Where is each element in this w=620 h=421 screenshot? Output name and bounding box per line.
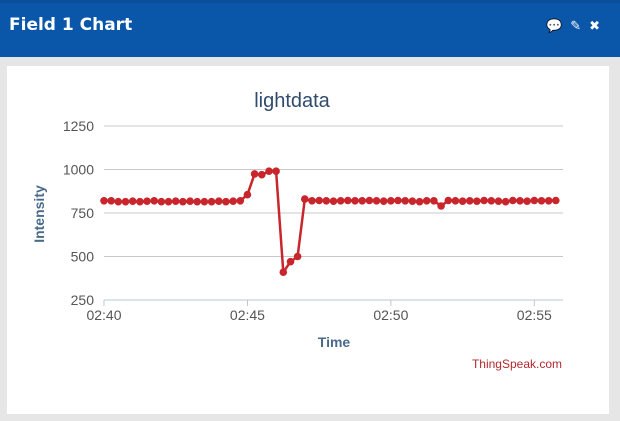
data-point [372, 197, 381, 205]
x-axis-title: Time [318, 334, 351, 350]
data-point [494, 197, 503, 205]
data-point [365, 196, 374, 205]
data-point [487, 197, 496, 205]
data-point [114, 197, 123, 206]
x-tick-labels: 02:40 02:45 02:50 02:55 [86, 307, 552, 323]
data-point [286, 257, 295, 266]
data-point [236, 197, 245, 205]
data-point [537, 197, 546, 205]
y-tick-label: 250 [71, 292, 95, 308]
data-point [451, 197, 460, 205]
header-actions: 💬 ✎ ✖ [546, 19, 600, 35]
data-point [193, 197, 201, 206]
data-point [250, 170, 259, 178]
chart-window-header: Field 1 Chart 💬 ✎ ✖ [0, 0, 620, 57]
data-point [523, 197, 531, 205]
x-tick-label: 02:40 [86, 307, 121, 323]
thingspeak-credit[interactable]: ThingSpeak.com [472, 357, 562, 371]
window-title: Field 1 Chart [9, 15, 133, 35]
chart-title: lightdata [254, 90, 330, 112]
data-point [415, 197, 424, 206]
data-point [150, 197, 158, 205]
data-point [473, 197, 481, 205]
data-point [164, 197, 173, 206]
data-point [329, 197, 338, 205]
data-point [358, 197, 367, 205]
y-tick-labels: 250 500 750 1000 1250 [63, 118, 94, 308]
chart-panel: 250 500 750 1000 1250 02:40 02:45 02:50 02:55 l… [7, 66, 609, 414]
data-point [128, 197, 137, 205]
data-point [430, 197, 438, 205]
data-point [293, 252, 302, 261]
close-icon[interactable]: ✖ [589, 19, 600, 34]
data-point [315, 196, 324, 205]
data-point [336, 197, 345, 205]
data-point [308, 197, 316, 205]
data-point [179, 197, 187, 206]
data-point [107, 197, 115, 205]
data-point [272, 167, 280, 175]
data-point [100, 197, 108, 205]
data-point [387, 197, 395, 205]
data-point [401, 197, 410, 205]
data-point [301, 195, 309, 203]
y-tick-label: 1000 [63, 162, 94, 178]
data-point [229, 197, 237, 205]
data-point [258, 170, 266, 179]
data-point [121, 197, 130, 206]
data-point [171, 197, 180, 205]
data-point [243, 190, 252, 199]
data-point [530, 196, 539, 205]
y-tick-label: 750 [71, 205, 95, 221]
edit-icon[interactable]: ✎ [570, 19, 582, 34]
x-tick-label: 02:45 [230, 307, 265, 323]
data-point [458, 197, 467, 205]
data-point [265, 167, 273, 175]
comment-icon[interactable]: 💬 [546, 19, 563, 34]
data-point [222, 197, 230, 206]
data-point [157, 197, 166, 206]
data-point [322, 197, 331, 205]
data-point [143, 197, 151, 205]
line-chart: 250 500 750 1000 1250 02:40 02:45 02:50 02:55 l… [31, 90, 563, 371]
data-point [501, 197, 510, 206]
data-point [422, 197, 431, 205]
y-axis-title: Intensity [31, 185, 47, 243]
data-point [379, 197, 388, 205]
x-tick-label: 02:50 [373, 307, 408, 323]
data-point [136, 197, 144, 206]
series-lightdata [100, 167, 560, 276]
data-point [200, 197, 209, 206]
x-axis [103, 299, 563, 306]
data-point [509, 196, 517, 205]
data-point [444, 196, 453, 205]
data-point [437, 202, 445, 210]
grid-lines [104, 125, 563, 257]
data-point [207, 197, 216, 206]
data-point [552, 196, 560, 205]
data-point [351, 197, 359, 205]
x-tick-label: 02:55 [517, 307, 552, 323]
y-tick-label: 1250 [63, 118, 94, 134]
series-line [104, 169, 556, 274]
data-point [215, 197, 223, 205]
data-point [394, 196, 402, 205]
data-point [480, 196, 488, 205]
data-point [186, 197, 194, 205]
data-point [516, 197, 524, 205]
data-point [279, 268, 288, 276]
data-point [544, 197, 553, 205]
data-point [344, 196, 352, 205]
data-point [408, 197, 417, 205]
y-tick-label: 500 [71, 249, 95, 265]
data-point [466, 197, 474, 205]
